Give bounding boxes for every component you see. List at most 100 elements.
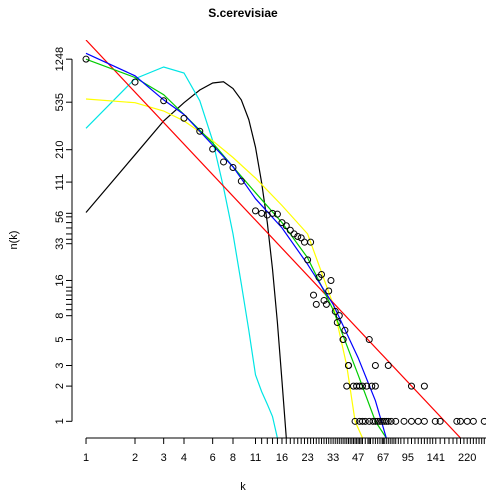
data-point (300, 238, 308, 246)
data-point (180, 114, 188, 122)
data-point (380, 417, 388, 425)
data-point (320, 296, 328, 304)
data-point (480, 417, 486, 425)
y-tick-label: 1 (54, 418, 66, 424)
fit-line (85, 98, 364, 438)
data-point (322, 300, 330, 308)
data-point (371, 382, 379, 390)
x-tick-label: 16 (276, 452, 288, 464)
data-point (341, 326, 349, 334)
x-tick-label: 11 (250, 452, 261, 464)
data-point (469, 417, 477, 425)
data-point (371, 417, 379, 425)
data-point (196, 127, 204, 135)
x-tick-label: 47 (352, 452, 364, 464)
data-point (82, 55, 90, 63)
x-tick-label: 23 (301, 452, 313, 464)
data-point (420, 417, 428, 425)
y-tick-label: 8 (54, 313, 66, 319)
data-point (333, 318, 341, 326)
data-point (453, 417, 461, 425)
data-point (294, 233, 302, 241)
data-point (310, 291, 318, 299)
data-point (456, 417, 464, 425)
data-point (431, 417, 439, 425)
data-point (359, 382, 367, 390)
data-point (407, 382, 415, 390)
data-point (351, 417, 359, 425)
data-point (307, 238, 315, 246)
y-axis-label: n(k) (8, 231, 20, 250)
data-point (251, 207, 259, 215)
data-point (384, 362, 392, 370)
data-point (400, 417, 408, 425)
data-point (387, 417, 395, 425)
data-point (392, 417, 400, 425)
data-point (209, 145, 217, 153)
y-tick-label: 33 (54, 238, 66, 250)
chart-title: S.cerevisiae (208, 6, 278, 20)
y-tick-label: 1248 (54, 47, 66, 71)
data-point (282, 222, 290, 230)
x-tick-label: 4 (181, 452, 187, 464)
data-point (318, 270, 326, 278)
data-point (407, 417, 415, 425)
data-point (160, 97, 168, 105)
y-tick-label: 56 (54, 211, 66, 223)
plot-area (82, 40, 486, 438)
fit-line (85, 40, 461, 438)
data-point (312, 300, 320, 308)
x-tick-label: 1 (83, 452, 89, 464)
x-axis-label: k (240, 481, 246, 493)
y-tick-label: 210 (54, 141, 66, 159)
data-point (368, 382, 376, 390)
data-point (327, 276, 335, 284)
data-point (229, 163, 237, 171)
fit-line (85, 81, 287, 438)
data-point (359, 417, 367, 425)
fit-line (85, 66, 278, 438)
fit-line (85, 58, 387, 438)
data-point (273, 210, 281, 218)
data-point (335, 312, 343, 320)
x-tick-label: 8 (230, 452, 236, 464)
data-point (436, 417, 444, 425)
data-point (374, 417, 382, 425)
x-tick-label: 33 (327, 452, 339, 464)
data-point (237, 177, 245, 185)
data-point (131, 78, 139, 86)
data-point (414, 417, 422, 425)
data-point (297, 234, 305, 242)
x-tick-label: 220 (458, 452, 476, 464)
data-point (365, 336, 373, 344)
data-point (343, 382, 351, 390)
x-tick-label: 6 (210, 452, 216, 464)
y-tick-label: 16 (54, 274, 66, 286)
y-tick-label: 3 (54, 362, 66, 368)
data-point (344, 362, 352, 370)
x-tick-label: 141 (427, 452, 445, 464)
data-point (339, 336, 347, 344)
x-tick-label: 95 (402, 452, 414, 464)
x-tick-label: 67 (377, 452, 389, 464)
data-point (325, 287, 333, 295)
x-tick-label: 2 (132, 452, 138, 464)
data-point (369, 417, 377, 425)
y-tick-label: 535 (54, 93, 66, 111)
y-tick-label: 2 (54, 383, 66, 389)
data-point (304, 256, 312, 264)
fit-line (85, 52, 387, 438)
data-point (356, 382, 364, 390)
data-point (258, 209, 266, 217)
data-point (286, 226, 294, 234)
data-point (420, 382, 428, 390)
data-point (371, 362, 379, 370)
x-tick-label: 3 (161, 452, 167, 464)
y-tick-label: 5 (54, 336, 66, 342)
data-point (331, 307, 339, 315)
data-point (382, 417, 390, 425)
y-tick-label: 111 (54, 174, 66, 191)
data-point (269, 209, 277, 217)
data-point (361, 417, 369, 425)
